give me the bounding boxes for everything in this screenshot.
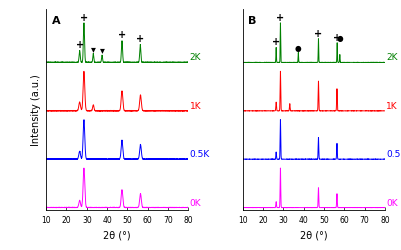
- Text: 1K: 1K: [386, 101, 398, 110]
- Text: 0.5K: 0.5K: [190, 150, 210, 158]
- Text: +: +: [276, 13, 284, 23]
- X-axis label: 2θ (°): 2θ (°): [300, 229, 328, 239]
- Text: +: +: [272, 37, 280, 47]
- Text: +: +: [333, 32, 341, 42]
- Text: 1K: 1K: [190, 101, 201, 110]
- Text: ●: ●: [336, 34, 343, 42]
- Text: +: +: [80, 13, 88, 23]
- Text: A: A: [52, 16, 61, 26]
- Text: ▾: ▾: [91, 44, 96, 54]
- Text: ●: ●: [295, 44, 302, 52]
- X-axis label: 2θ (°): 2θ (°): [103, 229, 131, 239]
- Text: ▾: ▾: [99, 45, 105, 55]
- Text: 2K: 2K: [190, 53, 201, 62]
- Text: 2K: 2K: [386, 53, 397, 62]
- Text: +: +: [136, 34, 144, 44]
- Text: 0.5K: 0.5K: [386, 150, 401, 158]
- Y-axis label: Intensity (a.u.): Intensity (a.u.): [30, 74, 41, 146]
- Text: B: B: [248, 16, 257, 26]
- Text: +: +: [76, 40, 84, 50]
- Text: +: +: [118, 30, 126, 40]
- Text: +: +: [314, 28, 322, 38]
- Text: 0K: 0K: [190, 198, 201, 207]
- Text: 0K: 0K: [386, 198, 398, 207]
